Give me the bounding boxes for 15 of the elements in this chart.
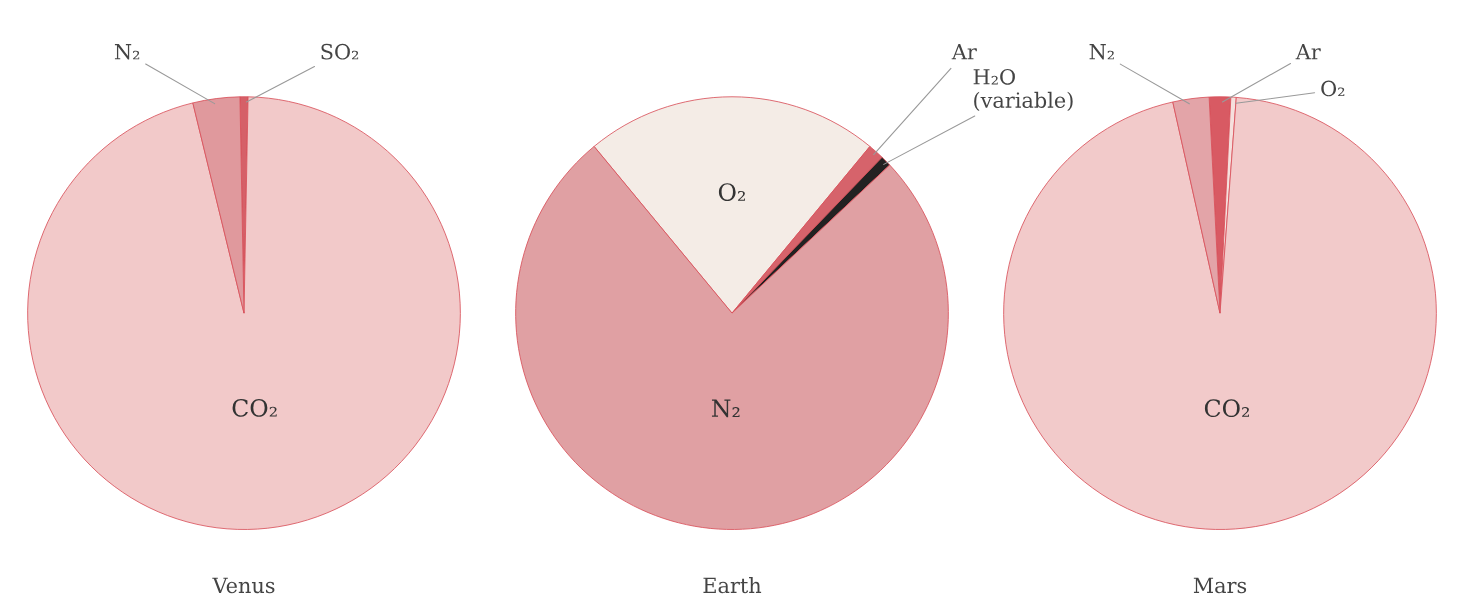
slice-label: N₂	[114, 44, 140, 60]
pie-slice	[27, 96, 461, 530]
slice-label: Ar	[951, 44, 977, 60]
text: Venus	[212, 577, 275, 594]
slice-label: N₂	[1089, 44, 1114, 60]
slice-label: CO₂	[1204, 399, 1249, 418]
text: Earth	[703, 577, 762, 594]
text: Mars	[1193, 577, 1247, 594]
slice-label: O₂	[1321, 80, 1345, 97]
slice-label: O₂	[718, 183, 745, 201]
slice-label: N₂	[711, 399, 740, 418]
slice-label: SO₂	[321, 43, 359, 60]
slice-label: CO₂	[232, 398, 277, 417]
slice-label: H₂O (variable)	[973, 68, 1073, 111]
slice-label: Ar	[1295, 44, 1321, 60]
